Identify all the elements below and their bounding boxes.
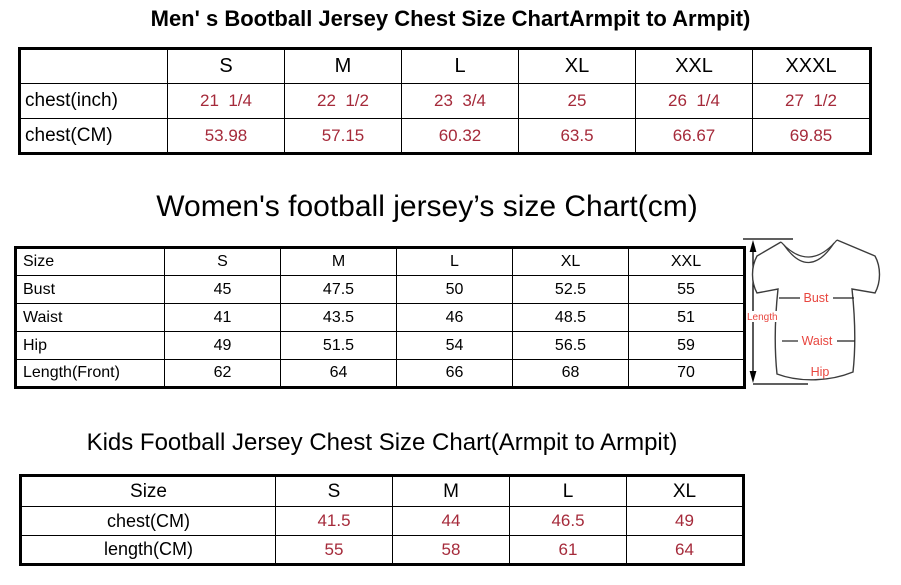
- table-row: Size S M L XL: [20, 475, 744, 507]
- cell-value: 64: [626, 535, 744, 565]
- table-row: chest(CM) 41.5 44 46.5 49: [20, 506, 744, 536]
- column-header: [19, 48, 168, 84]
- cell-value: 69.85: [752, 118, 871, 154]
- row-label: chest(inch): [19, 83, 168, 119]
- cell-value: 27 1/2: [752, 83, 871, 119]
- cell-value: 49: [626, 506, 744, 536]
- table-row: Waist 41 43.5 46 48.5 51: [15, 303, 745, 332]
- cell-value: 58: [392, 535, 510, 565]
- kids-chart-title: Kids Football Jersey Chest Size Chart(Ar…: [86, 429, 678, 456]
- column-header: L: [509, 475, 627, 507]
- row-label: Waist: [15, 303, 165, 332]
- cell-value: 23 3/4: [401, 83, 519, 119]
- column-header: XXXL: [752, 48, 871, 84]
- bust-label: Bust: [803, 291, 829, 305]
- cell-value: 51: [628, 303, 745, 332]
- cell-value: 25: [518, 83, 636, 119]
- cell-value: 56.5: [512, 331, 629, 360]
- table-row: Size S M L XL XXL: [15, 247, 745, 276]
- cell-value: 50: [396, 275, 513, 304]
- table-row: chest(CM) 53.98 57.15 60.32 63.5 66.67 6…: [19, 118, 871, 154]
- cell-value: 47.5: [280, 275, 397, 304]
- cell-value: 46: [396, 303, 513, 332]
- column-header: S: [164, 247, 281, 276]
- table-row: Length(Front) 62 64 66 68 70: [15, 359, 745, 388]
- cell-value: 60.32: [401, 118, 519, 154]
- men-size-table: S M L XL XXL XXXL chest(inch) 21 1/4 22 …: [18, 47, 872, 155]
- hip-label: Hip: [811, 365, 830, 379]
- column-header: M: [284, 48, 402, 84]
- column-header: Size: [15, 247, 165, 276]
- table-row: Hip 49 51.5 54 56.5 59: [15, 331, 745, 360]
- row-label: chest(CM): [19, 118, 168, 154]
- cell-value: 55: [628, 275, 745, 304]
- cell-value: 70: [628, 359, 745, 388]
- cell-value: 48.5: [512, 303, 629, 332]
- column-header: XXL: [628, 247, 745, 276]
- column-header: Size: [20, 475, 276, 507]
- arrow-down-icon: [749, 371, 757, 383]
- men-chart-title: Men' s Bootball Jersey Chest Size ChartA…: [150, 6, 751, 31]
- cell-value: 49: [164, 331, 281, 360]
- tshirt-measurement-diagram: Length Bust Waist Hip: [743, 238, 881, 385]
- kids-size-table: Size S M L XL chest(CM) 41.5 44 46.5 49 …: [19, 474, 745, 566]
- cell-value: 53.98: [167, 118, 285, 154]
- cell-value: 61: [509, 535, 627, 565]
- table-row: chest(inch) 21 1/4 22 1/2 23 3/4 25 26 1…: [19, 83, 871, 119]
- table-row: Bust 45 47.5 50 52.5 55: [15, 275, 745, 304]
- cell-value: 41.5: [275, 506, 393, 536]
- column-header: M: [280, 247, 397, 276]
- cell-value: 57.15: [284, 118, 402, 154]
- cell-value: 22 1/2: [284, 83, 402, 119]
- tshirt-outline: [751, 239, 881, 381]
- cell-value: 46.5: [509, 506, 627, 536]
- women-chart-title: Women's football jersey’s size Chart(cm): [156, 190, 698, 223]
- column-header: S: [275, 475, 393, 507]
- length-label-bg: [746, 311, 780, 322]
- cell-value: 45: [164, 275, 281, 304]
- column-header: XXL: [635, 48, 753, 84]
- cell-value: 52.5: [512, 275, 629, 304]
- column-header: XL: [512, 247, 629, 276]
- column-header: L: [401, 48, 519, 84]
- cell-value: 55: [275, 535, 393, 565]
- cell-value: 41: [164, 303, 281, 332]
- waist-label: Waist: [802, 334, 833, 348]
- row-label: Length(Front): [15, 359, 165, 388]
- cell-value: 66.67: [635, 118, 753, 154]
- cell-value: 26 1/4: [635, 83, 753, 119]
- column-header: M: [392, 475, 510, 507]
- arrow-up-icon: [749, 240, 757, 252]
- cell-value: 43.5: [280, 303, 397, 332]
- cell-value: 63.5: [518, 118, 636, 154]
- cell-value: 51.5: [280, 331, 397, 360]
- row-label: chest(CM): [20, 506, 276, 536]
- column-header: L: [396, 247, 513, 276]
- cell-value: 66: [396, 359, 513, 388]
- cell-value: 68: [512, 359, 629, 388]
- cell-value: 44: [392, 506, 510, 536]
- cell-value: 21 1/4: [167, 83, 285, 119]
- cell-value: 64: [280, 359, 397, 388]
- table-row: length(CM) 55 58 61 64: [20, 535, 744, 565]
- cell-value: 59: [628, 331, 745, 360]
- row-label: length(CM): [20, 535, 276, 565]
- women-size-table: Size S M L XL XXL Bust 45 47.5 50 52.5 5…: [14, 246, 746, 389]
- collar-inner-line: [783, 242, 835, 264]
- row-label: Hip: [15, 331, 165, 360]
- column-header: XL: [518, 48, 636, 84]
- length-label: Length: [747, 312, 778, 323]
- column-header: XL: [626, 475, 744, 507]
- cell-value: 62: [164, 359, 281, 388]
- cell-value: 54: [396, 331, 513, 360]
- row-label: Bust: [15, 275, 165, 304]
- table-row: S M L XL XXL XXXL: [19, 48, 871, 84]
- column-header: S: [167, 48, 285, 84]
